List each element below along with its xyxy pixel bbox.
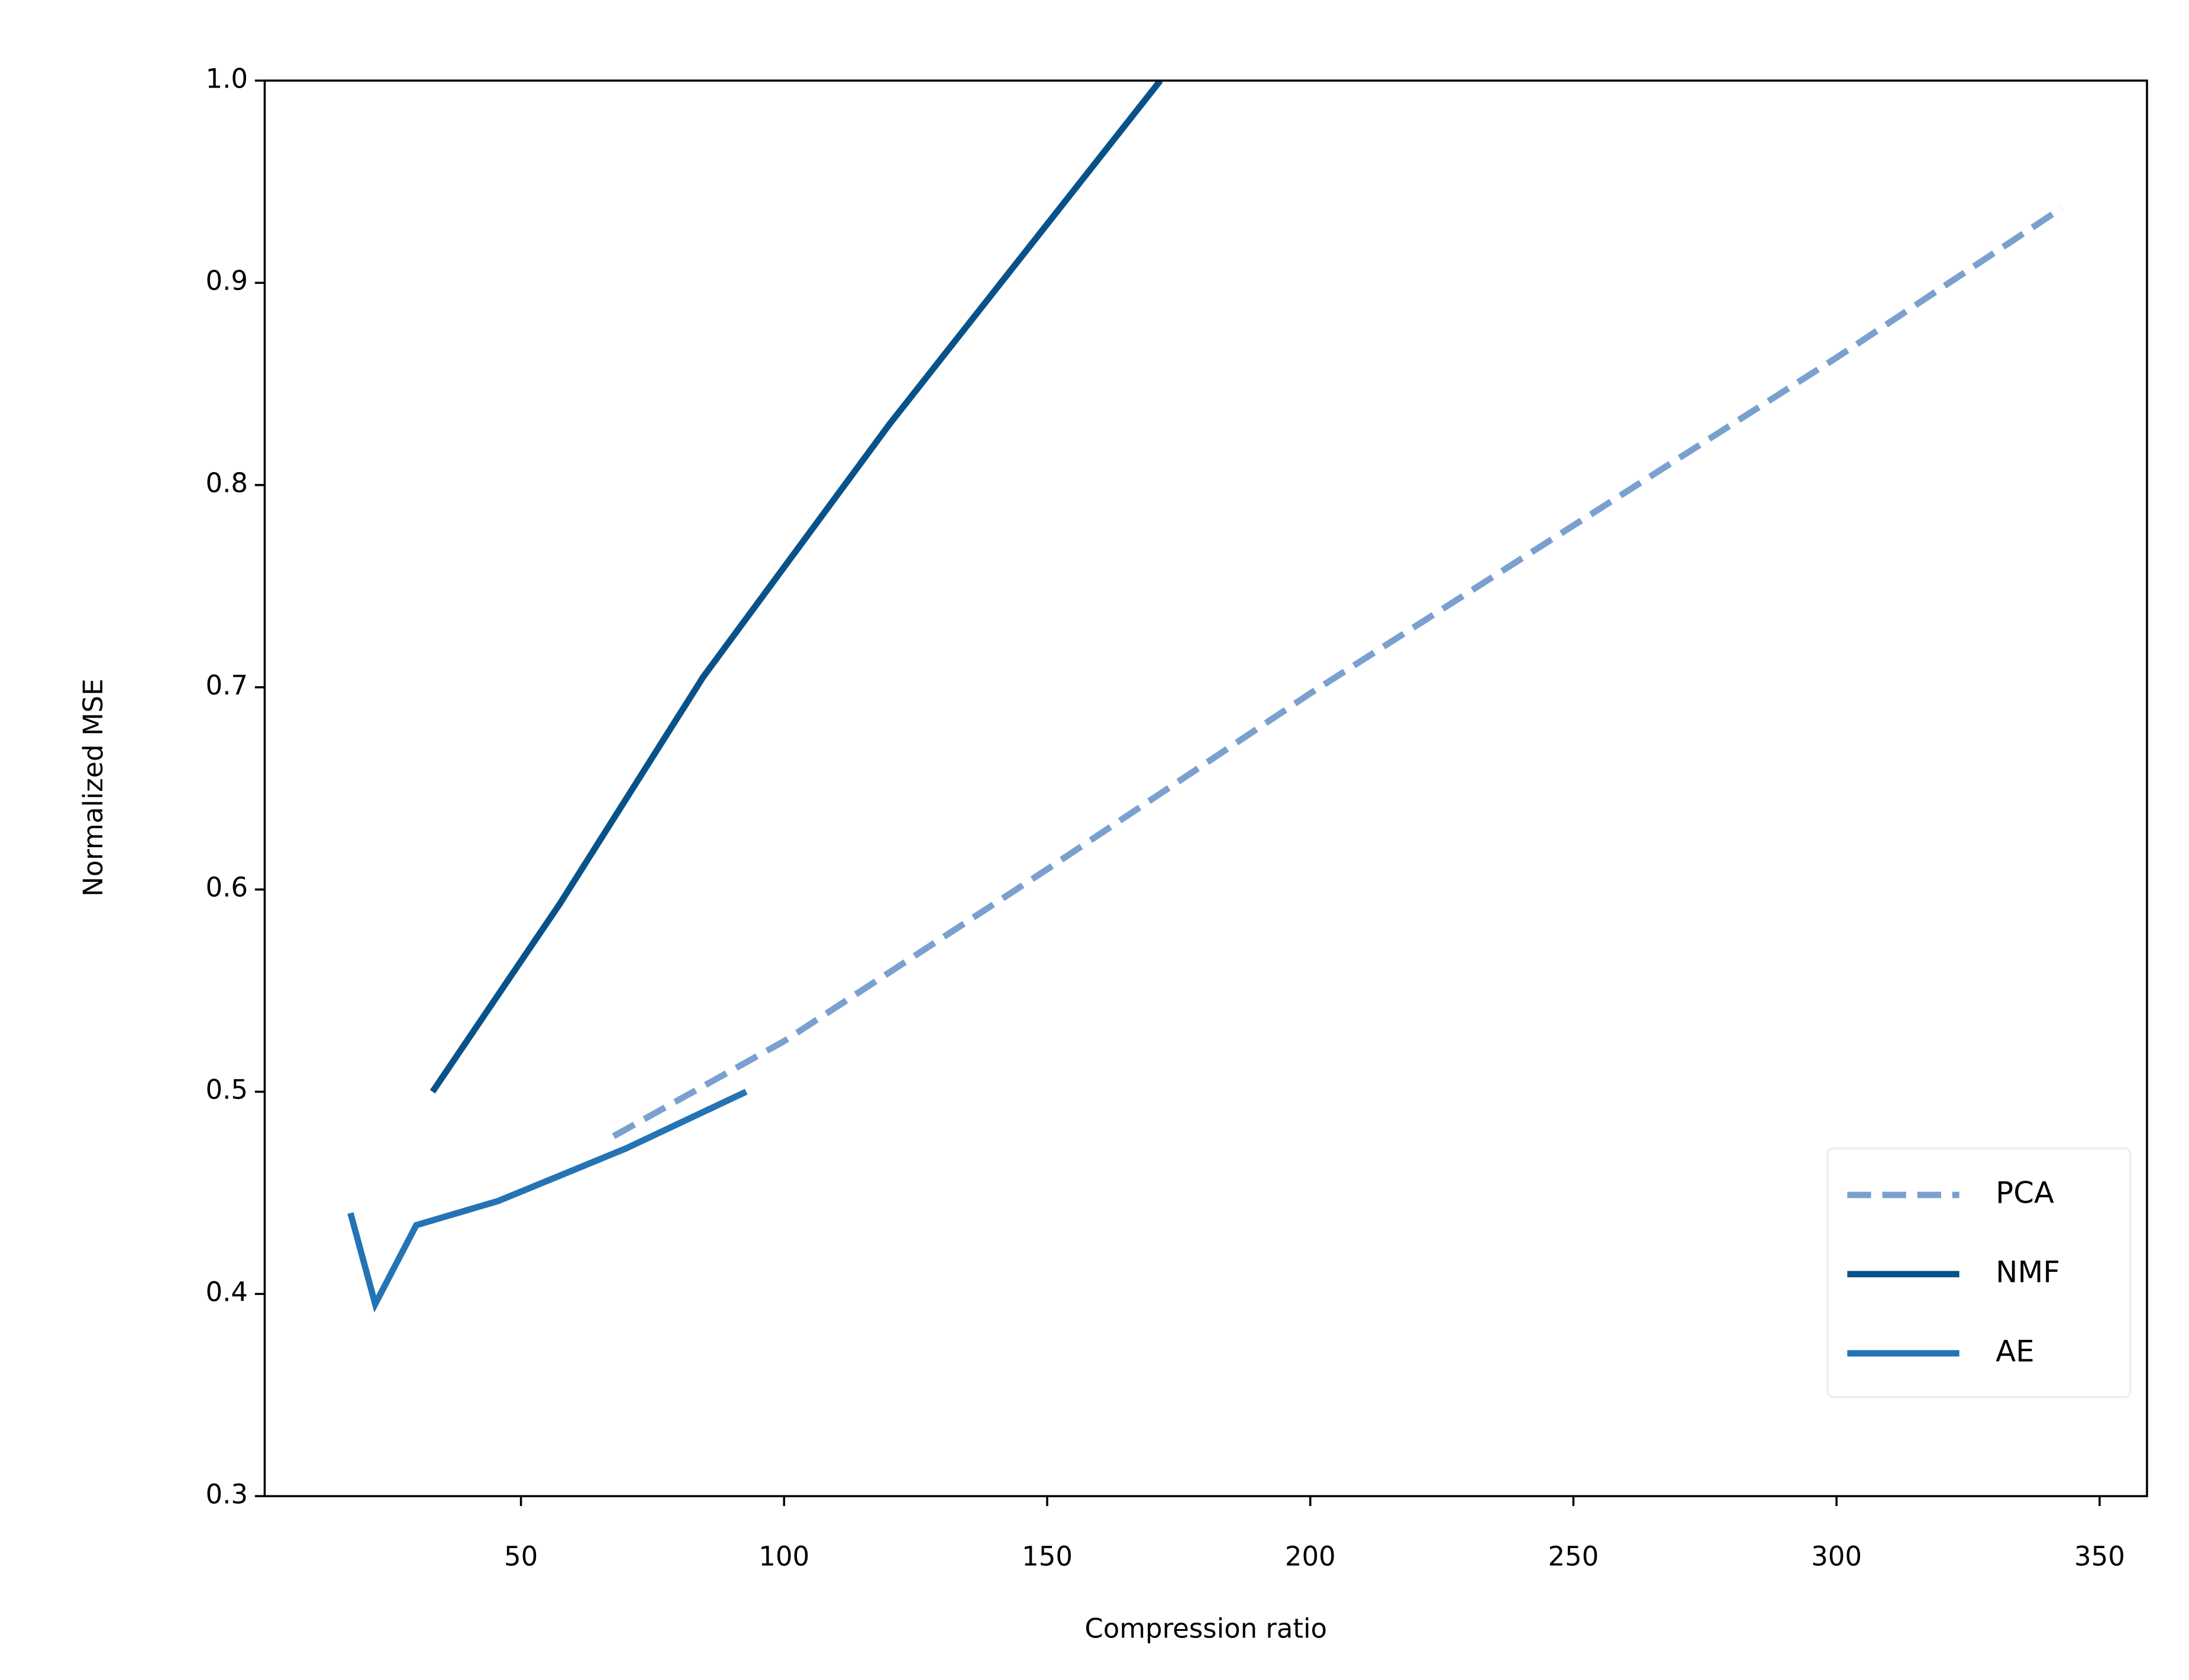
x-tick-label: 350 <box>2074 1540 2125 1572</box>
y-tick-label: 0.8 <box>205 467 248 499</box>
x-axis-label: Compression ratio <box>1084 1613 1327 1644</box>
legend-label: PCA <box>1996 1175 2054 1210</box>
x-tick-label: 150 <box>1022 1540 1073 1572</box>
y-tick-label: 0.3 <box>205 1478 248 1510</box>
x-tick-label: 100 <box>758 1540 809 1572</box>
legend-label: AE <box>1996 1334 2034 1368</box>
x-tick-label: 250 <box>1548 1540 1599 1572</box>
x-tick-label: 200 <box>1285 1540 1336 1572</box>
plot-frame <box>263 79 2148 1498</box>
x-tick-label: 50 <box>504 1540 538 1572</box>
line-series <box>347 1088 748 1313</box>
y-axis-label: Normalized MSE <box>78 679 109 897</box>
y-tick-label: 0.5 <box>205 1074 248 1105</box>
plot-area <box>347 80 2064 1313</box>
legend-label: NMF <box>1996 1255 2060 1289</box>
line-series <box>430 80 1163 1094</box>
line-series <box>612 205 2064 1139</box>
y-tick-label: 0.9 <box>205 265 248 296</box>
x-tick-label: 300 <box>1811 1540 1862 1572</box>
y-tick-label: 0.4 <box>205 1276 248 1307</box>
legend-box <box>1826 1147 2132 1398</box>
y-tick-label: 0.7 <box>205 670 248 701</box>
y-tick-label: 0.6 <box>205 872 248 903</box>
y-tick-label: 1.0 <box>205 63 248 94</box>
